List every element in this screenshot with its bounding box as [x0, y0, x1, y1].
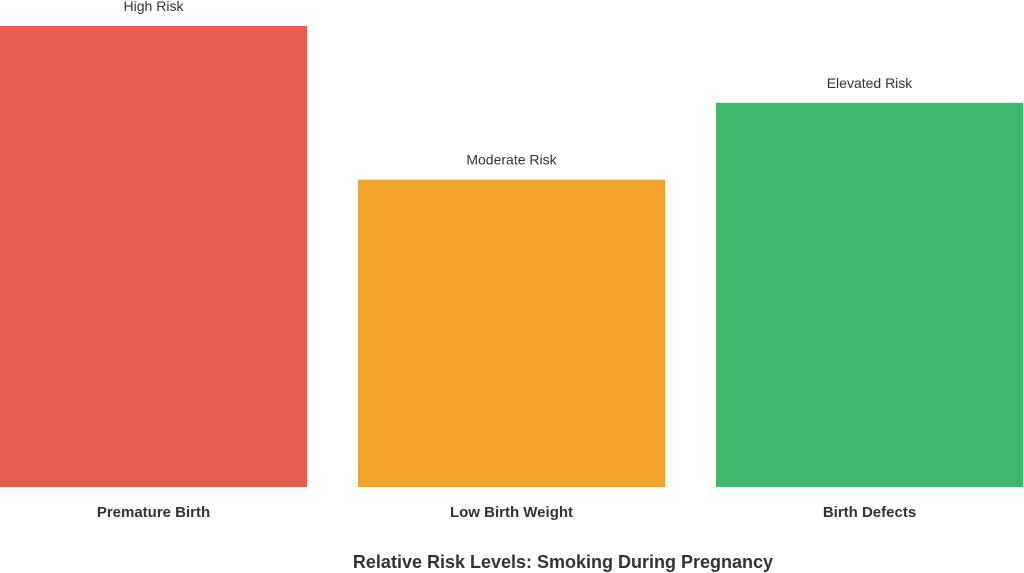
category-label: Birth Defects	[823, 504, 916, 521]
chart-title: Relative Risk Levels: Smoking During Pre…	[353, 552, 773, 572]
category-label: Premature Birth	[97, 504, 210, 521]
bar-low-birth-weight	[358, 179, 665, 487]
bars-layer	[0, 26, 1023, 487]
data-label: High Risk	[124, 0, 185, 14]
bar-birth-defects	[716, 102, 1023, 487]
category-label: Low Birth Weight	[450, 504, 573, 521]
data-label: Moderate Risk	[466, 152, 557, 168]
data-labels-layer: High Risk Moderate Risk Elevated Risk	[124, 0, 914, 168]
category-labels-layer: Premature Birth Low Birth Weight Birth Def…	[97, 504, 916, 521]
bar-premature-birth	[0, 26, 307, 487]
data-label: Elevated Risk	[827, 75, 914, 91]
